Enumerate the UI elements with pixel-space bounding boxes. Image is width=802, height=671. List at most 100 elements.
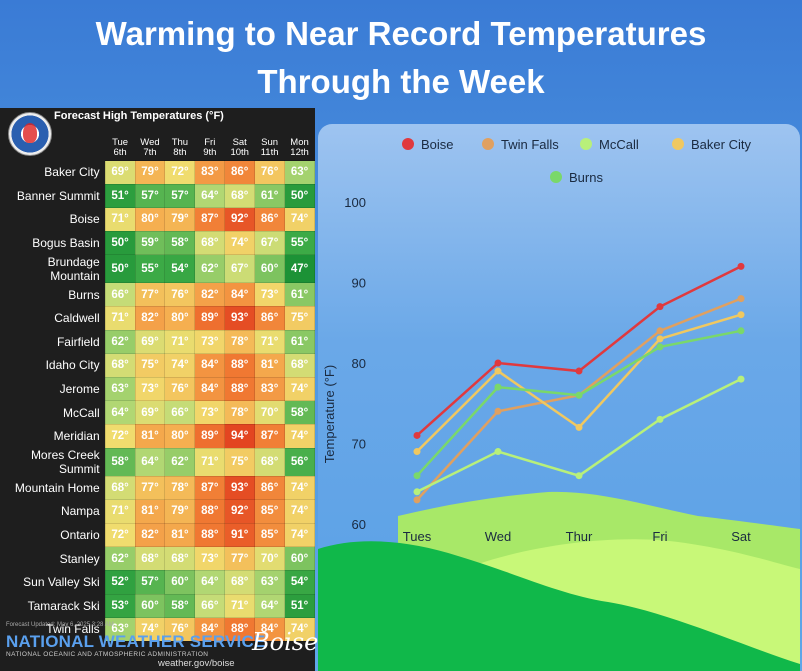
location-label: Ontario [0, 523, 106, 547]
table-row: Jerome 63° 73° 76° 84° 88° 83° 74° [0, 376, 315, 402]
office-url[interactable]: weather.gov/boise [158, 658, 235, 669]
table-row: Meridian 72° 81° 80° 89° 94° 87° 74° [0, 423, 315, 449]
table-row: Burns 66° 77° 76° 82° 84° 73° 61° [0, 282, 315, 307]
temp-cell: 68° [224, 569, 256, 595]
temp-cell: 76° [164, 617, 196, 642]
temp-cell: 74° [284, 423, 315, 449]
data-point [413, 472, 421, 480]
location-label: Sun Valley Ski [0, 570, 106, 594]
temp-cell: 76° [254, 160, 286, 185]
x-tick-label: Tues [403, 529, 432, 544]
temp-cell: 60° [254, 254, 286, 284]
data-point [737, 311, 745, 319]
day-name: Mon [290, 137, 309, 148]
temp-cell: 50° [104, 230, 136, 256]
data-point [656, 343, 664, 351]
temp-cell: 71° [164, 329, 196, 355]
location-label: Mountain Home [0, 476, 106, 500]
table-row: Fairfield 62° 69° 71° 73° 78° 71° 61° [0, 329, 315, 355]
temp-cell: 55° [284, 230, 315, 256]
temp-cell: 80° [164, 305, 196, 331]
legend-marker [672, 138, 684, 150]
table-row: Brundage Mountain 50° 55° 54° 62° 67° 60° 47° [0, 254, 315, 284]
temp-cell: 52° [104, 569, 136, 595]
temp-cell: 66° [164, 400, 196, 425]
table-row: Stanley 62° 68° 68° 73° 77° 70° 60° [0, 546, 315, 571]
temp-cell: 73° [194, 400, 226, 425]
temp-cell: 71° [104, 499, 136, 524]
table-row: Boise 71° 80° 79° 87° 92° 86° 74° [0, 207, 315, 232]
day-date: 8th [173, 147, 187, 158]
location-label: Mores Creek Summit [0, 448, 106, 477]
x-tick-label: Wed [485, 529, 512, 544]
temp-cell: 85° [254, 499, 286, 524]
table-row: Bogus Basin 50° 59° 58° 68° 74° 67° 55° [0, 230, 315, 256]
data-point [494, 359, 502, 367]
temp-cell: 88° [194, 499, 226, 524]
day-date: 7th [143, 147, 157, 158]
temp-cell: 62° [164, 447, 196, 477]
temp-cell: 74° [284, 617, 315, 642]
table-row: Ontario 72° 82° 81° 88° 91° 85° 74° [0, 522, 315, 548]
temp-cell: 62° [194, 254, 226, 284]
temp-cell: 83° [254, 376, 286, 402]
table-row: Baker City 69° 79° 72° 83° 86° 76° 63° [0, 160, 315, 185]
day-name: Fri [204, 137, 216, 148]
temp-cell: 58° [164, 593, 196, 619]
data-point [575, 367, 583, 375]
data-point [575, 391, 583, 399]
temp-cell: 92° [224, 499, 256, 524]
data-point [494, 367, 502, 375]
x-tick-label: Thur [566, 529, 593, 544]
location-label: Stanley [0, 546, 106, 571]
x-tick-label: Fri [652, 529, 667, 544]
temp-cell: 69° [134, 400, 166, 425]
y-tick-label: 80 [352, 356, 366, 371]
temp-cell: 92° [224, 207, 256, 232]
temp-cell: 78° [164, 475, 196, 501]
temp-cell: 50° [284, 183, 315, 209]
office-name: Boise [252, 628, 319, 656]
temp-cell: 57° [134, 569, 166, 595]
line-chart: Boise Twin Falls McCall Baker City Burns 60 7… [318, 137, 800, 671]
temp-cell: 54° [284, 569, 315, 595]
data-point [737, 375, 745, 383]
location-label: Nampa [0, 499, 106, 524]
data-point [656, 415, 664, 423]
location-label: Meridian [0, 424, 106, 449]
temp-cell: 74° [284, 475, 315, 501]
temp-cell: 84° [254, 617, 286, 642]
data-point [737, 327, 745, 335]
temp-cell: 71° [104, 305, 136, 331]
temp-cell: 59° [134, 230, 166, 256]
temp-cell: 64° [194, 183, 226, 209]
temp-cell: 62° [104, 329, 136, 355]
location-label: Burns [0, 282, 106, 307]
temp-cell: 94° [224, 423, 256, 449]
data-point [656, 303, 664, 311]
temp-cell: 66° [104, 282, 136, 307]
temp-cell: 67° [254, 230, 286, 256]
agency-name: NATIONAL WEATHER SERVICE [6, 632, 266, 651]
day-name: Thu [171, 137, 189, 148]
legend-label: McCall [599, 137, 639, 152]
forecast-table: Tue 6th Wed 7th Thu 8th Fri 9th Sat 10th Sun 11th Mo… [0, 130, 315, 642]
temp-cell: 89° [194, 423, 226, 449]
temp-cell: 64° [104, 400, 136, 425]
temp-cell: 87° [254, 423, 286, 449]
series-line-boise [416, 265, 742, 437]
location-label: Baker City [0, 160, 106, 185]
temp-cell: 58° [104, 447, 136, 477]
temp-cell: 51° [284, 593, 315, 619]
data-point [494, 407, 502, 415]
temp-cell: 75° [134, 353, 166, 378]
temp-cell: 84° [194, 617, 226, 642]
location-label: Brundage Mountain [0, 254, 106, 283]
temp-cell: 71° [104, 207, 136, 232]
updated-text: Forecast Updated: May 6, 2025 3:28 AM [6, 622, 114, 628]
temp-cell: 60° [284, 546, 315, 571]
temp-cell: 74° [164, 353, 196, 378]
temp-cell: 81° [164, 522, 196, 548]
data-point [494, 448, 502, 456]
data-point [656, 335, 664, 343]
